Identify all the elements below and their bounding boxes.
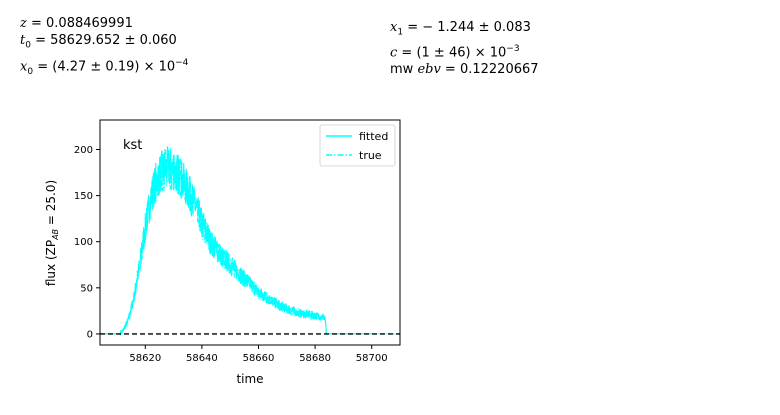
x-tick-label: 58680: [299, 353, 331, 364]
param-x1: x1 = − 1.244 ± 0.083: [390, 20, 531, 38]
legend-label-true: true: [359, 149, 382, 162]
param-z: z = 0.088469991: [20, 16, 133, 31]
y-tick-label: 150: [74, 191, 93, 202]
legend-label-fitted: fitted: [359, 130, 388, 143]
param-x0: x0 = (4.27 ± 0.19) × 10−4: [20, 58, 189, 77]
x-axis-label: time: [236, 372, 263, 386]
band-label: kst: [123, 138, 142, 153]
y-tick-label: 100: [74, 237, 93, 248]
y-tick-label: 50: [80, 283, 93, 294]
param-x1-value: − 1.244 ± 0.083: [422, 20, 531, 35]
param-mwebv-value: 0.12220667: [459, 62, 539, 77]
x-tick-label: 58640: [186, 353, 218, 364]
x-tick-label: 58620: [129, 353, 161, 364]
series-line-true: [100, 148, 400, 335]
y-tick-label: 0: [87, 329, 93, 340]
param-t0-value: 58629.652 ± 0.060: [50, 33, 177, 48]
plot-frame: [99, 119, 401, 346]
param-z-value: 0.088469991: [46, 16, 133, 31]
y-axis-label: flux (ZPAB = 25.0): [44, 180, 60, 286]
param-c-exponent: −3: [506, 44, 520, 54]
legend: fitted true: [319, 124, 396, 167]
x-tick-label: 58660: [243, 353, 275, 364]
param-mwebv: mw ebv = 0.12220667: [390, 62, 539, 77]
y-axis-label-main: flux (ZP: [44, 240, 58, 286]
y-axis-label-sub: AB: [51, 229, 60, 241]
param-c: c = (1 ± 46) × 10−3: [390, 44, 520, 61]
param-t0: t0 = 58629.652 ± 0.060: [20, 33, 177, 51]
y-tick-label: 200: [74, 145, 93, 156]
param-x0-exponent: −4: [175, 58, 189, 68]
param-c-value: (1 ± 46) × 10: [416, 45, 507, 61]
param-x0-value: (4.27 ± 0.19) × 10: [52, 59, 176, 75]
x-tick-label: 58700: [356, 353, 388, 364]
y-axis-label-tail: = 25.0): [44, 180, 58, 229]
